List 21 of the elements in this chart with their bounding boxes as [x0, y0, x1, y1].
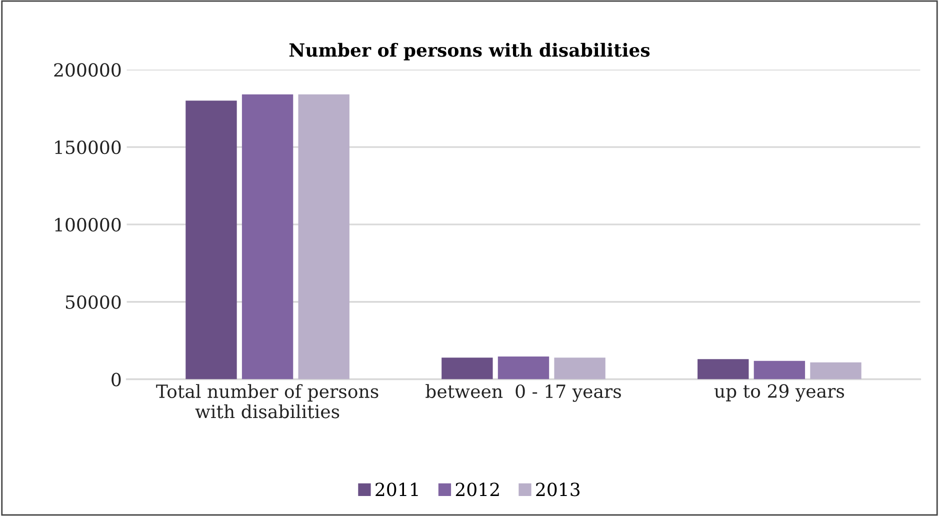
bar — [754, 360, 806, 380]
x-tick-label: up to 29 years — [714, 384, 844, 402]
bar — [442, 358, 493, 380]
legend-label: 2011 — [376, 482, 418, 496]
x-tick-label: Total number of persons with disabilities — [156, 384, 378, 418]
y-tick-label: 200000 — [54, 63, 121, 77]
bar — [298, 94, 350, 380]
bar — [498, 356, 550, 380]
bar — [698, 359, 749, 380]
y-tick-label: 100000 — [55, 218, 121, 232]
y-tick-label: 50000 — [66, 295, 121, 309]
y-tick-label: 0 — [112, 372, 121, 386]
bar — [554, 358, 606, 380]
y-tick-label: 150000 — [55, 140, 121, 154]
bar — [186, 100, 237, 380]
x-tick-label: between 0 - 17 years — [426, 384, 621, 402]
bar — [242, 94, 294, 380]
chart-title: Number of persons with disabilities — [289, 42, 650, 60]
legend-label: 2012 — [456, 482, 499, 496]
legend-label: 2013 — [536, 482, 580, 496]
bar — [810, 362, 862, 380]
